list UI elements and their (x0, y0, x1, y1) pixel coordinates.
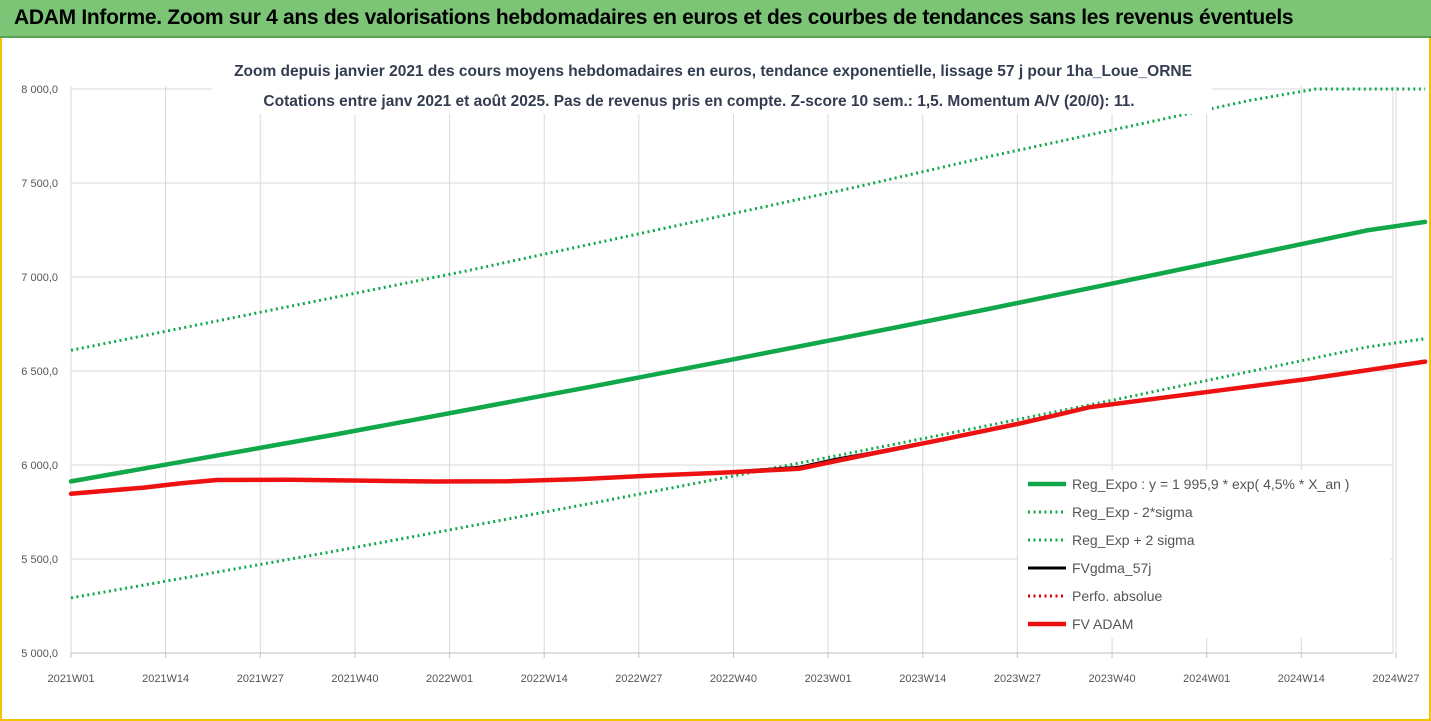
x-axis: 2021W01 2021W14 2021W27 2021W40 2022W01 2022W… (47, 652, 1420, 685)
report-banner: ADAM Informe. Zoom sur 4 ans des valoris… (0, 0, 1431, 38)
x-tick-label: 2021W27 (237, 673, 284, 685)
legend-label: FV ADAM (1072, 616, 1133, 632)
x-tick-label: 2024W14 (1278, 673, 1325, 685)
series-line-6 (68, 359, 1428, 497)
x-tick-label: 2024W27 (1372, 673, 1419, 685)
chart-frame (0, 38, 1431, 721)
y-tick-label: 5 500,0 (21, 554, 58, 566)
x-tick-label: 2022W14 (521, 673, 568, 685)
series-lines (68, 87, 1428, 600)
legend-label: Reg_Exp + 2 sigma (1072, 532, 1195, 548)
x-tick-label: 2023W01 (805, 673, 852, 685)
chart-title: Zoom depuis janvier 2021 des cours moyen… (234, 63, 1192, 80)
legend-label: Reg_Expo : y = 1 995,9 * exp( 4,5% * X_a… (1072, 476, 1349, 492)
series-line-1 (68, 219, 1428, 484)
x-tick-label: 2022W01 (426, 673, 473, 685)
x-tick-label: 2024W01 (1183, 673, 1230, 685)
chart-legend: Reg_Expo : y = 1 995,9 * exp( 4,5% * X_a… (1018, 470, 1390, 638)
x-tick-label: 2021W01 (47, 673, 94, 685)
y-tick-label: 6 000,0 (21, 460, 58, 472)
x-tick-label: 2021W14 (142, 673, 189, 685)
x-tick-label: 2021W40 (331, 673, 378, 685)
y-tick-label: 7 500,0 (21, 178, 58, 190)
series-line-3 (70, 87, 1426, 352)
legend-label: Perfo. absolue (1072, 588, 1162, 604)
legend-background (1018, 470, 1390, 638)
y-tick-label: 8 000,0 (21, 84, 58, 96)
x-tick-label: 2023W14 (899, 673, 946, 685)
legend-label: FVgdma_57j (1072, 560, 1151, 576)
chart-subtitle: Cotations entre janv 2021 et août 2025. … (263, 93, 1134, 110)
y-axis: 5 000,0 5 500,0 6 000,0 6 500,0 7 000,0 7 500… (21, 84, 58, 660)
x-tick-label: 2023W40 (1088, 673, 1135, 685)
report-title: ADAM Informe. Zoom sur 4 ans des valoris… (14, 6, 1294, 29)
chart-title-background (212, 56, 1212, 114)
x-tick-label: 2023W27 (994, 673, 1041, 685)
x-tick-label: 2022W40 (710, 673, 757, 685)
x-tick-label: 2022W27 (615, 673, 662, 685)
y-tick-label: 5 000,0 (21, 648, 58, 660)
legend-label: Reg_Exp - 2*sigma (1072, 504, 1193, 520)
y-tick-label: 7 000,0 (21, 272, 58, 284)
y-tick-label: 6 500,0 (21, 366, 58, 378)
series-line-2 (70, 337, 1426, 600)
